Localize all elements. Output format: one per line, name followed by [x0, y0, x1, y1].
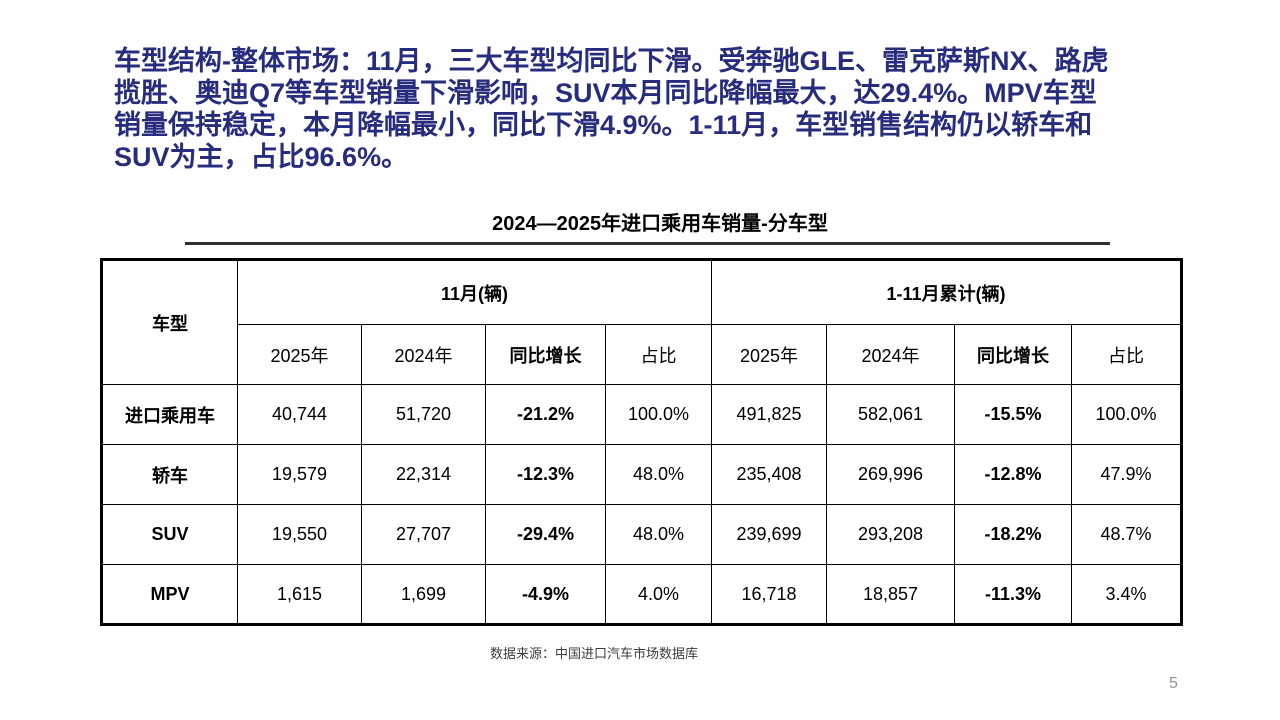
headline: 车型结构-整体市场：11月，三大车型均同比下滑。受奔驰GLE、雷克萨斯NX、路虎… [114, 45, 1192, 173]
source-note: 数据来源：中国进口汽车市场数据库 [489, 646, 699, 661]
header-sub-share-cumulative: 占比 [1071, 324, 1183, 385]
table-cell: 100.0% [604, 384, 713, 445]
table-cell: 22,314 [361, 444, 486, 505]
table-cell: 19,579 [237, 444, 362, 505]
table-cell: 269,996 [826, 444, 956, 505]
header-group-month: 11月(辆) [236, 259, 713, 325]
headline-line: SUV为主，占比96.6%。 [114, 142, 409, 172]
title-underline [185, 242, 1110, 245]
table-cell: -11.3% [954, 564, 1073, 625]
table-cell: 1,615 [237, 564, 362, 625]
header-sub-share-month: 占比 [604, 324, 713, 385]
table-header-sub-row: 2025年 2024年 同比增长 占比 2025年 2024年 同比增长 占比 [102, 324, 1183, 385]
table-cell: -12.8% [954, 444, 1073, 505]
table-cell: 293,208 [826, 504, 956, 565]
header-sub-2025-month: 2025年 [237, 324, 362, 385]
table-cell: 27,707 [361, 504, 486, 565]
table-cell: 1,699 [361, 564, 486, 625]
headline-line: 揽胜、奥迪Q7等车型销量下滑影响，SUV本月同比降幅最大，达29.4%。MPV车… [114, 78, 1097, 108]
headline-line: 销量保持稳定，本月降幅最小，同比下滑4.9%。1-11月，车型销售结构仍以轿车和 [114, 110, 1093, 140]
table-cell: 40,744 [237, 384, 362, 445]
row-label: 轿车 [101, 444, 238, 505]
table-cell: 3.4% [1071, 564, 1183, 625]
sales-table: 车型 11月(辆) 1-11月累计(辆) 2025年 2024年 同比增长 占比… [100, 258, 1184, 626]
table-cell: 48.7% [1071, 504, 1183, 565]
table-cell: 48.0% [604, 504, 713, 565]
table-cell: 18,857 [826, 564, 956, 625]
row-label: 进口乘用车 [101, 384, 238, 445]
table-cell: 47.9% [1071, 444, 1183, 505]
table-row: 轿车 19,579 22,314 -12.3% 48.0% 235,408 26… [101, 444, 1183, 505]
table-header-group-row: 车型 11月(辆) 1-11月累计(辆) [101, 259, 1183, 385]
page-number: 5 [1169, 675, 1178, 692]
table-cell: -15.5% [954, 384, 1073, 445]
table-cell: 491,825 [711, 384, 828, 445]
header-sub-2024-cumulative: 2024年 [826, 324, 956, 385]
table-row: SUV 19,550 27,707 -29.4% 48.0% 239,699 2… [101, 504, 1183, 565]
table-cell: -21.2% [485, 384, 606, 445]
header-sub-yoy-cumulative: 同比增长 [954, 324, 1073, 385]
table-cell: 51,720 [361, 384, 486, 445]
table-cell: 16,718 [711, 564, 828, 625]
table-cell: 235,408 [711, 444, 828, 505]
header-sub-yoy-month: 同比增长 [485, 324, 606, 385]
table-cell: -29.4% [485, 504, 606, 565]
table-cell: 4.0% [604, 564, 713, 625]
table-row: 进口乘用车 40,744 51,720 -21.2% 100.0% 491,82… [101, 384, 1183, 445]
header-sub-2025-cumulative: 2025年 [711, 324, 828, 385]
table-cell: 100.0% [1071, 384, 1183, 445]
table-cell: 239,699 [711, 504, 828, 565]
table-title: 2024—2025年进口乘用车销量-分车型 [492, 213, 828, 235]
row-label: MPV [101, 564, 238, 625]
table-row: MPV 1,615 1,699 -4.9% 4.0% 16,718 18,857… [101, 564, 1183, 625]
table-cell: 19,550 [237, 504, 362, 565]
headline-line: 车型结构-整体市场：11月，三大车型均同比下滑。受奔驰GLE、雷克萨斯NX、路虎 [114, 46, 1109, 76]
table-cell: 48.0% [604, 444, 713, 505]
table-cell: 582,061 [826, 384, 956, 445]
row-label: SUV [101, 504, 238, 565]
header-vehicle: 车型 [101, 259, 238, 385]
table-cell: -18.2% [954, 504, 1073, 565]
header-group-cumulative: 1-11月累计(辆) [711, 259, 1183, 325]
header-sub-2024-month: 2024年 [361, 324, 486, 385]
table-cell: -12.3% [485, 444, 606, 505]
table-cell: -4.9% [485, 564, 606, 625]
